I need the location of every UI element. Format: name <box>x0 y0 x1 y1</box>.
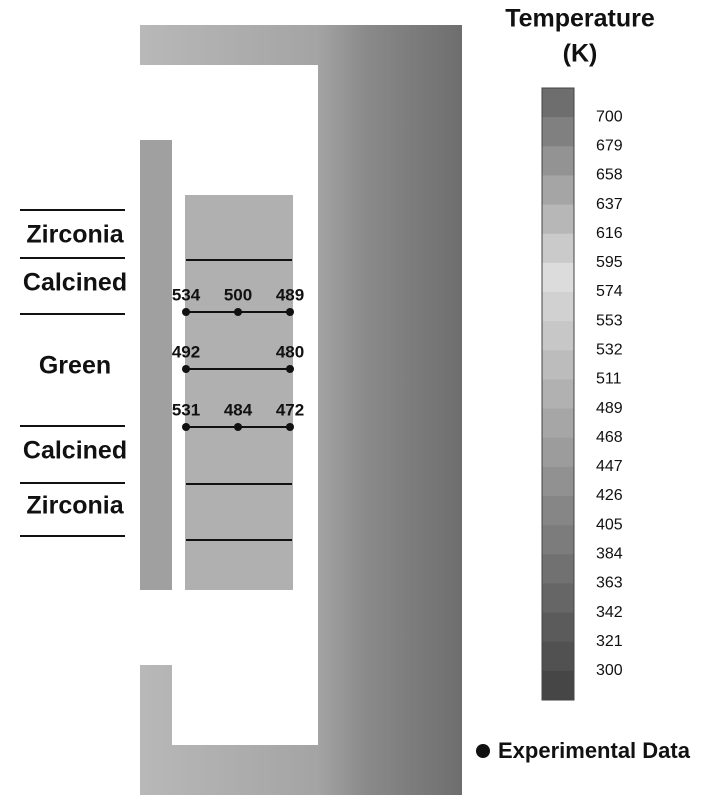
layer-boundaries <box>186 259 292 541</box>
colorbar-cell <box>542 321 574 351</box>
legend-title: Temperature <box>505 5 655 33</box>
colorbar-label: 426 <box>596 487 623 504</box>
sample-stack <box>185 195 293 590</box>
data-label: 531 <box>172 400 200 419</box>
legend-label: Experimental Data <box>498 738 691 763</box>
colorbar-label: 447 <box>596 458 623 475</box>
colorbar-cell <box>542 437 574 468</box>
colorbar-cell <box>542 146 574 176</box>
colorbar-label: 405 <box>596 516 623 533</box>
colorbar-label: 637 <box>596 196 623 213</box>
data-point <box>286 365 294 373</box>
colorbar-cell <box>542 350 574 380</box>
colorbar-label: 553 <box>596 312 623 329</box>
colorbar-cell <box>542 496 574 526</box>
colorbar-label: 342 <box>596 604 623 621</box>
data-label: 492 <box>172 342 200 361</box>
layer-label: Green <box>39 352 111 380</box>
colorbar-cell <box>542 554 574 584</box>
colorbar-cell <box>542 466 574 497</box>
data-point <box>234 308 242 316</box>
colorbar-cell <box>542 88 574 118</box>
colorbar-label: 468 <box>596 429 623 446</box>
colorbar-label: 679 <box>596 138 623 155</box>
colorbar-label: 574 <box>596 283 623 300</box>
side-wall <box>140 140 172 590</box>
data-point <box>182 423 190 431</box>
colorbar-label: 658 <box>596 167 623 184</box>
data-label: 480 <box>276 342 304 361</box>
layer-label: Calcined <box>23 269 127 297</box>
colorbar-label: 384 <box>596 546 623 563</box>
colorbar-cell <box>542 408 574 439</box>
layer-label: Zirconia <box>26 221 124 249</box>
colorbar-label: 700 <box>596 108 623 125</box>
data-label: 472 <box>276 400 304 419</box>
colorbar-label: 616 <box>596 225 623 242</box>
colorbar-cell <box>542 379 574 410</box>
data-point <box>182 365 190 373</box>
data-point <box>286 423 294 431</box>
legend-marker <box>476 744 490 758</box>
data-label: 484 <box>224 400 253 419</box>
colorbar-cell <box>542 292 574 322</box>
data-point <box>234 423 242 431</box>
colorbar-cell <box>542 641 574 672</box>
colorbar-label: 532 <box>596 342 623 359</box>
colorbar-cell <box>542 233 574 264</box>
colorbar-label: 363 <box>596 575 623 592</box>
data-label: 534 <box>172 285 201 304</box>
colorbar-cell <box>542 117 574 147</box>
colorbar-frame <box>541 87 575 701</box>
colorbar-label: 511 <box>596 371 622 388</box>
colorbar-cell <box>542 583 574 614</box>
colorbar-cell <box>542 175 574 206</box>
colorbar-label: 595 <box>596 254 623 271</box>
colorbar-cell <box>542 204 574 235</box>
colorbar-label: 321 <box>596 633 623 650</box>
layer-rules <box>20 209 125 537</box>
legend-title: (K) <box>563 40 598 68</box>
colorbar-cell <box>542 670 574 701</box>
layer-label: Calcined <box>23 437 127 465</box>
data-label: 500 <box>224 285 252 304</box>
data-point <box>286 308 294 316</box>
data-label: 489 <box>276 285 304 304</box>
cavity-gap <box>140 590 172 665</box>
layer-label: Zirconia <box>26 492 124 520</box>
colorbar-label: 489 <box>596 400 623 417</box>
colorbar-cell <box>542 612 574 643</box>
colorbar-label: 300 <box>596 662 623 679</box>
colorbar-cell <box>542 525 574 555</box>
colorbar-cell <box>542 262 574 293</box>
data-point <box>182 308 190 316</box>
